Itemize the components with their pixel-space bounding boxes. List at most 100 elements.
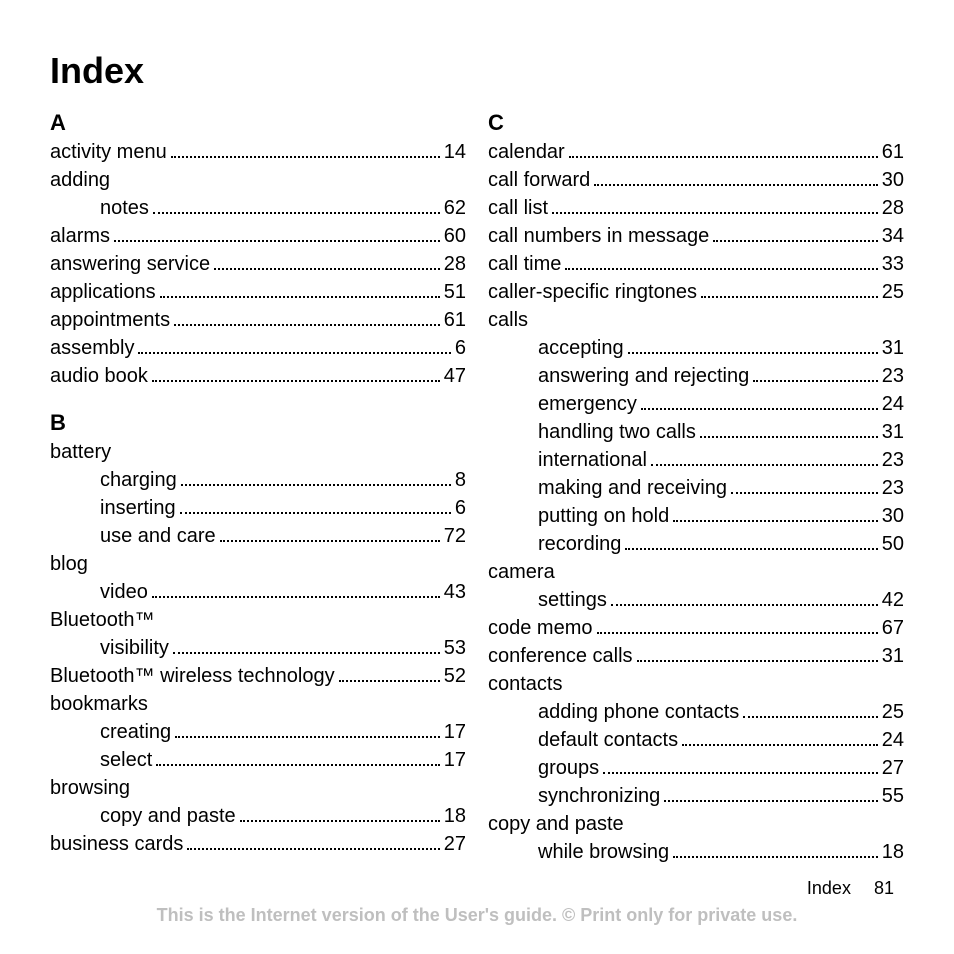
- index-entry-label: appointments: [50, 306, 170, 334]
- index-entry-page: 61: [882, 138, 904, 166]
- index-entry-label: applications: [50, 278, 156, 306]
- index-entry-page: 51: [444, 278, 466, 306]
- dot-leader: [175, 722, 440, 738]
- dot-leader: [625, 534, 877, 550]
- dot-leader: [743, 702, 877, 718]
- index-entry-label: audio book: [50, 362, 148, 390]
- index-entry-label: assembly: [50, 334, 134, 362]
- index-entry-page: 17: [444, 746, 466, 774]
- index-entry-page: 31: [882, 642, 904, 670]
- index-subentry: emergency24: [488, 390, 904, 418]
- index-entry-label: call time: [488, 250, 561, 278]
- dot-leader: [220, 526, 440, 542]
- index-entry-label: code memo: [488, 614, 593, 642]
- index-heading: calls: [488, 306, 904, 334]
- index-entry-label: call forward: [488, 166, 590, 194]
- dot-leader: [637, 646, 878, 662]
- index-entry: calendar61: [488, 138, 904, 166]
- dot-leader: [569, 142, 878, 158]
- index-entry-page: 17: [444, 718, 466, 746]
- index-entry-label: call list: [488, 194, 548, 222]
- index-entry-page: 18: [444, 802, 466, 830]
- index-entry: call list28: [488, 194, 904, 222]
- dot-leader: [673, 842, 878, 858]
- index-entry-page: 18: [882, 838, 904, 866]
- index-entry-page: 27: [882, 754, 904, 782]
- dot-leader: [152, 366, 440, 382]
- index-subentry: adding phone contacts25: [488, 698, 904, 726]
- index-entry-page: 52: [444, 662, 466, 690]
- dot-leader: [173, 638, 440, 654]
- index-entry-page: 60: [444, 222, 466, 250]
- dot-leader: [594, 170, 877, 186]
- index-subentry: video43: [50, 578, 466, 606]
- index-entry-label: video: [100, 578, 148, 606]
- index-entry-page: 55: [882, 782, 904, 810]
- index-entry-label: while browsing: [538, 838, 669, 866]
- footer-page-block: Index 81: [0, 878, 954, 899]
- index-entry-label: settings: [538, 586, 607, 614]
- index-entry-page: 28: [444, 250, 466, 278]
- index-entry-label: business cards: [50, 830, 183, 858]
- dot-leader: [214, 254, 440, 270]
- index-entry-label: alarms: [50, 222, 110, 250]
- index-columns: Aactivity menu14addingnotes62alarms60ans…: [50, 110, 904, 934]
- index-entry-page: 72: [444, 522, 466, 550]
- dot-leader: [174, 310, 440, 326]
- dot-leader: [339, 666, 440, 682]
- dot-leader: [641, 394, 878, 410]
- index-heading: bookmarks: [50, 690, 466, 718]
- index-entry: activity menu14: [50, 138, 466, 166]
- index-entry-label: charging: [100, 466, 177, 494]
- dot-leader: [651, 450, 878, 466]
- index-column-right: Ccalendar61call forward30call list28call…: [488, 110, 904, 934]
- index-entry-label: inserting: [100, 494, 176, 522]
- index-entry-label: emergency: [538, 390, 637, 418]
- index-entry-page: 61: [444, 306, 466, 334]
- index-entry-label: accepting: [538, 334, 624, 362]
- index-heading: camera: [488, 558, 904, 586]
- dot-leader: [565, 254, 877, 270]
- index-entry-label: making and receiving: [538, 474, 727, 502]
- index-subentry: use and care 72: [50, 522, 466, 550]
- index-heading: browsing: [50, 774, 466, 802]
- index-entry-page: 14: [444, 138, 466, 166]
- index-entry-label: creating: [100, 718, 171, 746]
- index-entry-label: select: [100, 746, 152, 774]
- index-entry-page: 24: [882, 726, 904, 754]
- dot-leader: [673, 506, 878, 522]
- index-subentry: inserting 6: [50, 494, 466, 522]
- index-entry: call numbers in message34: [488, 222, 904, 250]
- dot-leader: [153, 198, 440, 214]
- index-entry: call time 33: [488, 250, 904, 278]
- index-entry-page: 50: [882, 530, 904, 558]
- index-entry-label: copy and paste: [100, 802, 236, 830]
- index-letter: C: [488, 110, 904, 136]
- index-subentry: answering and rejecting23: [488, 362, 904, 390]
- index-entry-page: 33: [882, 250, 904, 278]
- dot-leader: [611, 590, 878, 606]
- index-column-left: Aactivity menu14addingnotes62alarms60ans…: [50, 110, 466, 934]
- dot-leader: [664, 786, 877, 802]
- index-page: Index Aactivity menu14addingnotes62alarm…: [0, 0, 954, 954]
- index-entry-label: conference calls: [488, 642, 633, 670]
- dot-leader: [114, 226, 440, 242]
- index-entry-label: use and care: [100, 522, 216, 550]
- dot-leader: [603, 758, 878, 774]
- dot-leader: [682, 730, 878, 746]
- index-entry-label: caller-specific ringtones: [488, 278, 697, 306]
- dot-leader: [180, 498, 451, 514]
- index-entry-page: 25: [882, 698, 904, 726]
- index-subentry: recording 50: [488, 530, 904, 558]
- index-subentry: making and receiving23: [488, 474, 904, 502]
- index-entry-page: 23: [882, 446, 904, 474]
- index-subentry: visibility53: [50, 634, 466, 662]
- index-entry-page: 62: [444, 194, 466, 222]
- index-entry-label: recording: [538, 530, 621, 558]
- index-entry-page: 6: [455, 494, 466, 522]
- dot-leader: [701, 282, 878, 298]
- index-entry-page: 31: [882, 334, 904, 362]
- dot-leader: [597, 618, 878, 634]
- index-entry-page: 53: [444, 634, 466, 662]
- index-entry-label: putting on hold: [538, 502, 669, 530]
